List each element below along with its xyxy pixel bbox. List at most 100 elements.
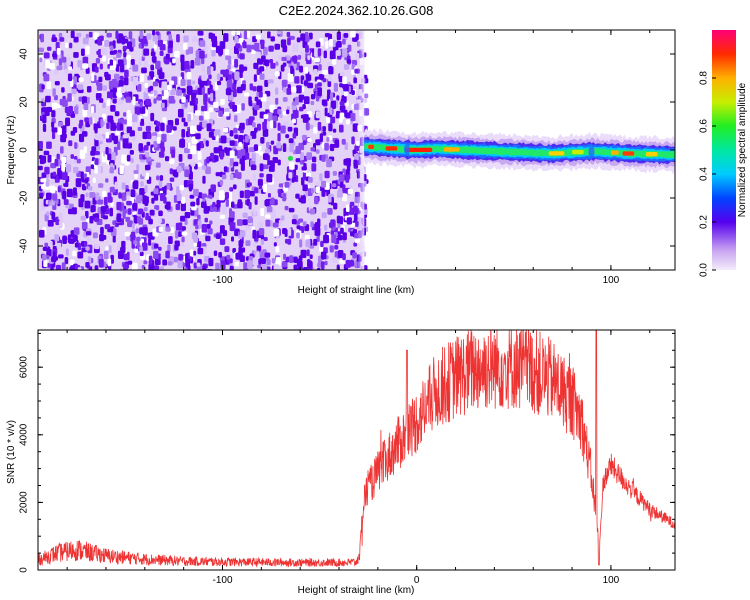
- noise-cell: [297, 54, 302, 60]
- signal-peak: [645, 152, 658, 157]
- noise-cell: [176, 34, 180, 43]
- noise-cell: [158, 151, 165, 158]
- noise-cell: [238, 240, 244, 248]
- noise-cell: [345, 174, 350, 183]
- noise-cell: [128, 75, 132, 82]
- noise-cell: [254, 96, 259, 102]
- noise-cell: [335, 50, 341, 56]
- noise-cell: [275, 97, 279, 105]
- noise-cell: [308, 110, 312, 116]
- noise-cell: [324, 170, 330, 179]
- noise-cell: [153, 250, 159, 259]
- noise-cell: [44, 213, 49, 222]
- noise-cell: [97, 165, 102, 174]
- noise-cell: [117, 141, 121, 150]
- noise-cell: [355, 52, 360, 61]
- noise-cell: [123, 77, 129, 86]
- noise-cell: [126, 191, 131, 196]
- noise-cell: [166, 183, 171, 190]
- noise-cell: [201, 193, 208, 198]
- noise-cell: [108, 245, 112, 254]
- noise-cell: [354, 238, 360, 244]
- noise-cell: [158, 226, 163, 232]
- noise-cell: [328, 123, 333, 132]
- noise-cell: [315, 111, 321, 119]
- noise-cell: [168, 40, 173, 49]
- noise-cell: [91, 72, 95, 82]
- noise-cell: [130, 157, 134, 163]
- noise-cell: [95, 57, 101, 64]
- noise-cell: [332, 41, 336, 48]
- signal-peak: [443, 147, 460, 152]
- noise-cell: [72, 250, 77, 257]
- noise-cell: [274, 43, 281, 50]
- noise-cell: [42, 246, 48, 251]
- noise-cell: [68, 140, 73, 147]
- noise-cell: [315, 139, 321, 146]
- noise-cell: [270, 62, 276, 69]
- noise-cell: [310, 94, 316, 100]
- noise-cell: [150, 112, 155, 122]
- noise-cell: [350, 113, 356, 122]
- y-tick-label: 2000: [19, 491, 30, 514]
- noise-cell: [289, 143, 294, 153]
- noise-cell: [282, 193, 287, 202]
- noise-cell: [49, 62, 55, 70]
- noise-cell: [305, 239, 311, 248]
- noise-cell: [116, 92, 123, 98]
- noise-cell: [296, 232, 300, 239]
- noise-cell: [319, 40, 324, 45]
- noise-cell: [339, 259, 345, 264]
- noise-cell: [138, 43, 142, 49]
- noise-cell: [347, 188, 354, 194]
- noise-cell: [121, 36, 126, 45]
- noise-cell: [201, 165, 206, 171]
- noise-cell: [306, 249, 310, 257]
- noise-cell: [236, 30, 241, 37]
- noise-cell: [233, 161, 239, 167]
- noise-cell: [65, 117, 71, 127]
- noise-cell: [44, 166, 50, 175]
- noise-cell: [345, 112, 351, 119]
- noise-cell: [137, 194, 143, 200]
- noise-cell: [119, 123, 124, 131]
- noise-cell: [238, 141, 242, 148]
- noise-cell: [164, 204, 170, 210]
- noise-cell: [252, 209, 257, 216]
- noise-cell: [232, 88, 237, 98]
- noise-cell: [298, 197, 305, 203]
- noise-cell: [355, 33, 359, 41]
- noise-cell: [131, 263, 138, 270]
- noise-cell: [324, 224, 328, 231]
- noise-cell: [104, 40, 110, 47]
- noise-cell: [161, 133, 167, 142]
- noise-cell: [85, 192, 89, 198]
- figure-title: C2E2.2024.362.10.26.G08: [279, 3, 434, 18]
- spectrogram-x-label: Height of straight line (km): [298, 285, 415, 296]
- noise-cell: [234, 58, 239, 68]
- noise-cell: [229, 208, 233, 217]
- noise-cell: [268, 45, 274, 52]
- noise-cell: [278, 219, 282, 227]
- noise-cell: [314, 196, 319, 205]
- noise-cell: [243, 92, 250, 97]
- noise-cell: [246, 44, 252, 53]
- noise-cell: [139, 101, 143, 108]
- noise-cell: [255, 34, 261, 40]
- noise-cell: [317, 82, 322, 87]
- noise-cell: [315, 186, 320, 194]
- noise-cell: [309, 254, 313, 259]
- noise-cell: [291, 86, 297, 93]
- noise-cell: [310, 221, 314, 228]
- noise-cell: [47, 263, 52, 268]
- noise-cell: [254, 104, 260, 110]
- noise-cell: [299, 65, 303, 73]
- noise-cell: [354, 196, 361, 204]
- noise-cell: [245, 152, 250, 160]
- noise-cell: [243, 261, 249, 270]
- noise-cell: [123, 52, 127, 58]
- noise-cell: [195, 133, 201, 140]
- noise-cell: [181, 226, 186, 231]
- noise-cell: [194, 57, 201, 66]
